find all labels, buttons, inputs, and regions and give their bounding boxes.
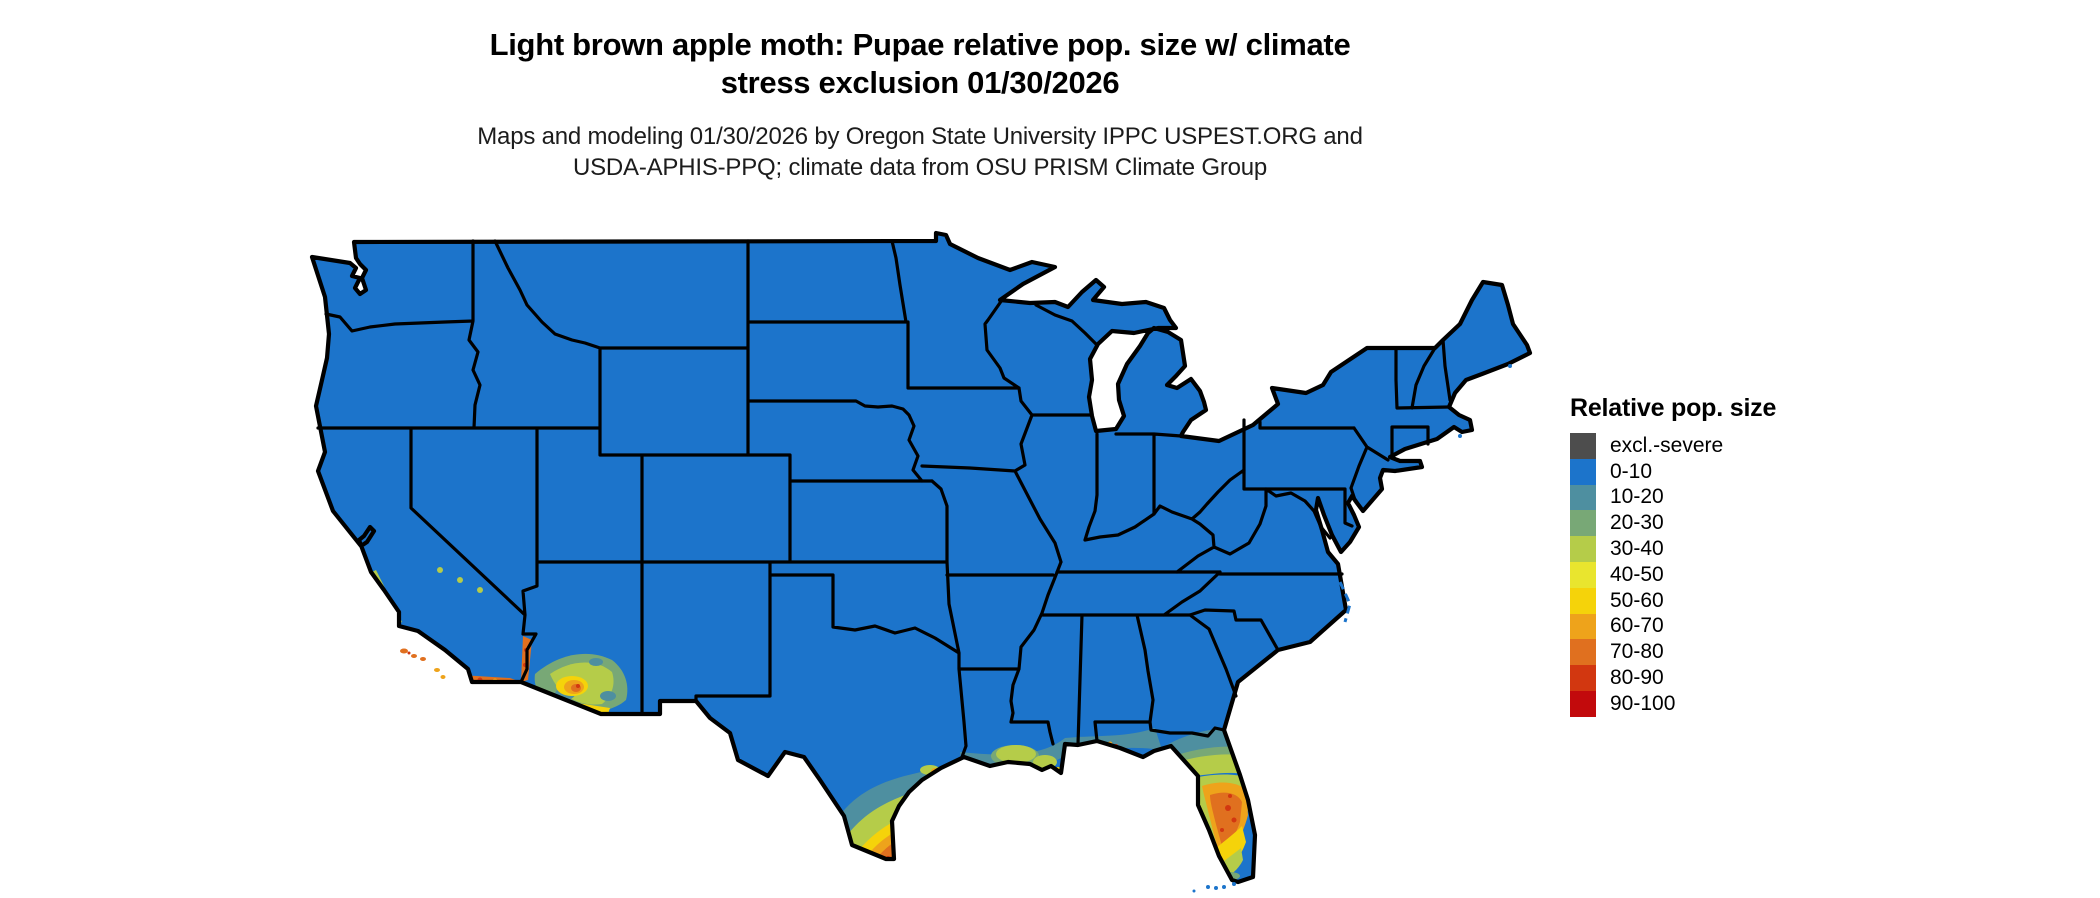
conus-map [310, 230, 1532, 893]
channel-islands [400, 648, 446, 679]
legend-label-column: excl.-severe 0-10 10-20 20-30 30-40 40-5… [1610, 433, 1723, 717]
legend-label: 80-90 [1610, 666, 1664, 690]
legend-swatch-80-90 [1570, 665, 1596, 691]
legend-swatch-50-60 [1570, 587, 1596, 614]
subtitle-line-1: Maps and modeling 01/30/2026 by Oregon S… [477, 123, 1363, 150]
legend-label: 90-100 [1610, 691, 1676, 715]
legend: Relative pop. size excl.-severe 0-10 10-… [1570, 394, 1776, 717]
page-title: Light brown apple moth: Pupae relative p… [310, 26, 1530, 102]
legend-swatch-60-70 [1570, 613, 1596, 640]
legend-swatch-40-50 [1570, 561, 1596, 588]
legend-label: 20-30 [1610, 511, 1664, 535]
florida-keys [1192, 882, 1236, 893]
legend-label: 30-40 [1610, 537, 1664, 561]
legend-label: 0-10 [1610, 459, 1653, 483]
legend-swatch-0-10 [1570, 458, 1596, 485]
legend-rows: excl.-severe 0-10 10-20 20-30 30-40 40-5… [1570, 433, 1776, 717]
offshore-islands [400, 360, 1512, 893]
legend-swatch-70-80 [1570, 639, 1596, 666]
title-line-1: Light brown apple moth: Pupae relative p… [489, 27, 1351, 62]
legend-swatch-20-30 [1570, 510, 1596, 537]
legend-label: 50-60 [1610, 588, 1664, 612]
legend-title: Relative pop. size [1570, 394, 1777, 422]
subtitle-line-2: USDA-APHIS-PPQ; climate data from OSU PR… [572, 154, 1268, 181]
maine-coast-islets [1458, 360, 1512, 438]
nation-base-fill [312, 233, 1530, 882]
legend-swatch-10-20 [1570, 484, 1596, 511]
state-borders [316, 239, 1452, 759]
legend-label: 40-50 [1610, 562, 1664, 586]
legend-swatch-90-100 [1570, 690, 1596, 717]
legend-swatch-column [1570, 433, 1596, 717]
legend-label: 70-80 [1610, 640, 1664, 664]
legend-label: 10-20 [1610, 485, 1664, 509]
legend-label: 60-70 [1610, 614, 1664, 638]
title-line-2: stress exclusion 01/30/2026 [720, 65, 1120, 100]
legend-label: excl.-severe [1610, 433, 1724, 457]
map-subtitle: Maps and modeling 01/30/2026 by Oregon S… [260, 121, 1580, 183]
legend-swatch-excl-severe [1570, 433, 1596, 459]
legend-swatch-30-40 [1570, 536, 1596, 562]
